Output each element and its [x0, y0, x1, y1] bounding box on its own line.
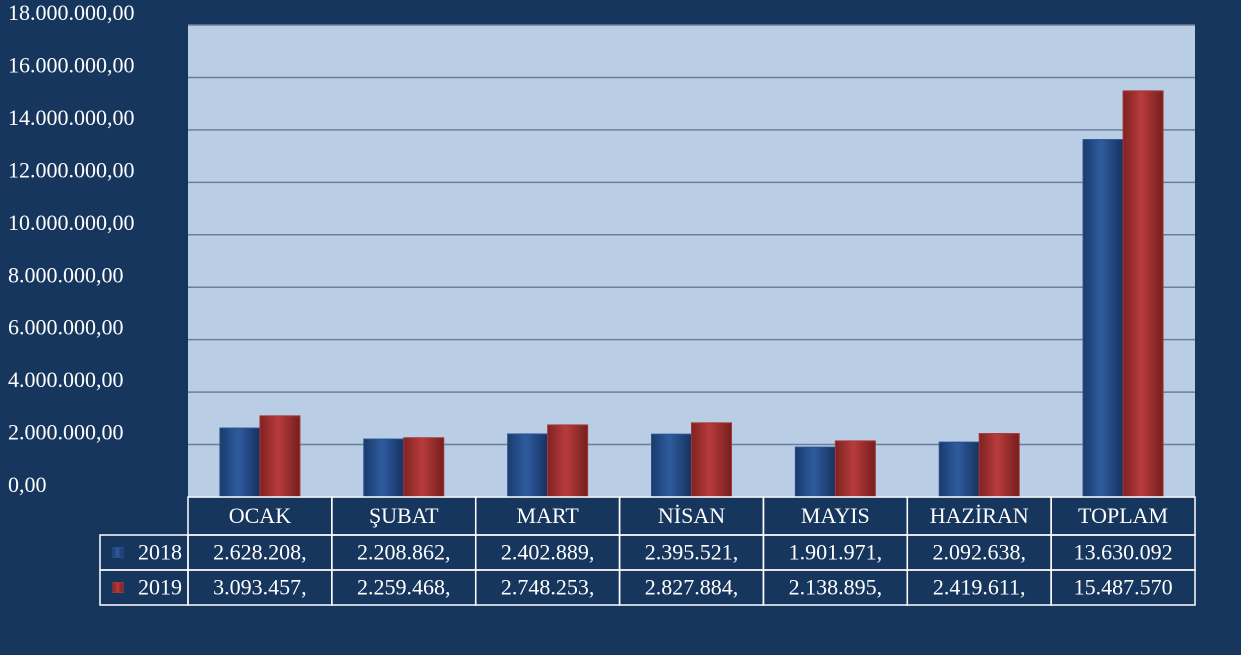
table-value: 2.395.521,: [645, 540, 739, 565]
y-tick-label: 18.000.000,00: [8, 0, 135, 25]
table-value: 2.628.208,: [213, 540, 307, 565]
bar: [691, 422, 732, 498]
bar: [794, 446, 836, 498]
table-value: 2.419.611,: [933, 575, 1026, 600]
bar: [938, 441, 980, 498]
legend-key: [112, 582, 124, 593]
table-value: 13.630.092: [1074, 540, 1173, 565]
table-value: 2.402.889,: [501, 540, 595, 565]
plot-area: [188, 25, 1195, 497]
y-tick-label: 10.000.000,00: [8, 210, 135, 235]
bar: [363, 438, 405, 498]
y-tick-label: 2.000.000,00: [8, 420, 124, 445]
y-tick-label: 8.000.000,00: [8, 262, 124, 287]
bar: [259, 415, 301, 498]
y-tick-label: 4.000.000,00: [8, 367, 124, 392]
table-cell: [1050, 569, 1196, 606]
legend-label: 2018: [138, 540, 182, 565]
bar: [547, 424, 589, 498]
bar: [219, 427, 261, 498]
table-value: 3.093.457,: [213, 575, 307, 600]
table-value: 15.487.570: [1074, 575, 1173, 600]
table-header: TOPLAM: [1078, 503, 1168, 528]
bar: [507, 433, 549, 498]
table-cell: [99, 569, 189, 606]
y-tick-label: 0,00: [8, 472, 47, 497]
table-header: ŞUBAT: [369, 503, 439, 528]
bar: [403, 437, 445, 498]
table-header: OCAK: [229, 503, 291, 528]
table-value: 2.138.895,: [789, 575, 883, 600]
bar: [978, 433, 1020, 498]
legend-label: 2019: [138, 575, 182, 600]
bar: [651, 433, 692, 498]
table-value: 2.208.862,: [357, 540, 451, 565]
table-header: MART: [517, 503, 580, 528]
table-header: MAYIS: [801, 503, 870, 528]
table-value: 2.748.253,: [501, 575, 595, 600]
bar: [834, 440, 876, 498]
y-tick-label: 14.000.000,00: [8, 105, 135, 130]
table-value: 1.901.971,: [789, 540, 883, 565]
bar: [1122, 90, 1164, 498]
y-tick-label: 12.000.000,00: [8, 157, 135, 182]
table-value: 2.092.638,: [932, 540, 1026, 565]
bar: [1082, 139, 1124, 498]
y-tick-label: 16.000.000,00: [8, 52, 135, 77]
table-header: HAZİRAN: [930, 503, 1029, 528]
table-value: 2.827.884,: [645, 575, 739, 600]
legend-key: [112, 547, 124, 558]
table-value: 2.259.468,: [357, 575, 451, 600]
y-tick-label: 6.000.000,00: [8, 315, 124, 340]
table-header: NİSAN: [658, 503, 725, 528]
